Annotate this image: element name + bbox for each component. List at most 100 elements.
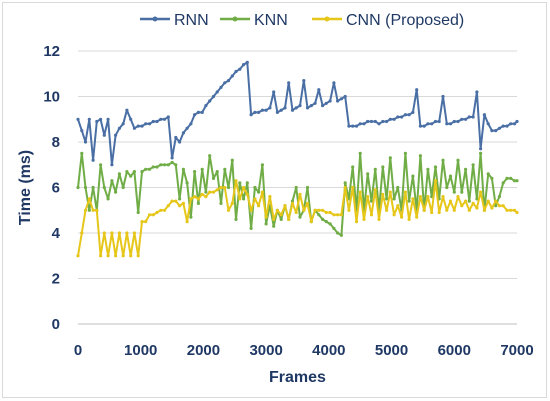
data-point-knn — [114, 190, 118, 194]
data-point-cnn-proposed — [275, 208, 279, 212]
data-point-rnn — [208, 99, 212, 103]
data-point-knn — [494, 204, 498, 208]
data-point-rnn — [204, 104, 208, 108]
data-point-cnn-proposed — [294, 210, 298, 215]
data-point-knn — [147, 167, 152, 171]
data-point-rnn — [155, 119, 159, 124]
data-point-knn — [181, 167, 185, 171]
data-point-knn — [321, 217, 325, 221]
data-point-cnn-proposed — [106, 254, 110, 258]
data-point-rnn — [174, 135, 178, 140]
data-point-knn — [110, 179, 114, 183]
data-point-knn — [132, 170, 136, 174]
data-point-cnn-proposed — [83, 208, 88, 212]
legend-item-cnn-proposed: CNN (Proposed) — [312, 12, 464, 29]
data-point-cnn-proposed — [253, 197, 257, 201]
data-point-rnn — [268, 106, 272, 110]
data-point-cnn-proposed — [362, 217, 366, 221]
data-point-rnn — [193, 113, 197, 117]
data-point-rnn — [166, 115, 170, 119]
data-point-knn — [166, 163, 170, 167]
data-point-rnn — [162, 117, 167, 121]
data-point-knn — [99, 163, 103, 167]
data-point-knn — [460, 190, 464, 194]
x-tick-1000: 1000 — [124, 342, 157, 359]
data-point-rnn — [475, 90, 479, 94]
data-point-cnn-proposed — [166, 204, 170, 208]
data-point-cnn-proposed — [159, 208, 163, 212]
data-point-knn — [174, 163, 178, 167]
data-point-knn — [290, 199, 295, 203]
data-point-rnn — [351, 124, 355, 128]
data-point-rnn — [114, 133, 118, 137]
data-point-rnn — [283, 106, 287, 110]
data-point-rnn — [117, 126, 121, 130]
data-point-cnn-proposed — [385, 208, 389, 212]
data-point-cnn-proposed — [114, 254, 118, 258]
data-point-rnn — [170, 156, 174, 160]
data-point-knn — [125, 170, 129, 174]
data-point-rnn — [388, 117, 392, 121]
data-point-cnn-proposed — [162, 208, 167, 212]
data-point-rnn — [257, 110, 261, 114]
data-point-cnn-proposed — [403, 190, 407, 194]
data-point-rnn — [147, 122, 152, 126]
data-point-knn — [328, 222, 332, 226]
data-point-knn — [129, 174, 133, 178]
data-point-cnn-proposed — [125, 231, 129, 235]
data-point-cnn-proposed — [433, 179, 438, 183]
x-tick-0: 0 — [74, 342, 82, 359]
data-point-knn — [351, 165, 355, 169]
data-point-rnn — [321, 104, 325, 108]
y-tick-12: 12 — [43, 43, 60, 60]
data-point-rnn — [226, 79, 231, 83]
data-point-cnn-proposed — [512, 208, 517, 212]
data-point-cnn-proposed — [147, 213, 152, 217]
data-point-cnn-proposed — [234, 179, 238, 183]
data-point-knn — [257, 190, 261, 194]
data-point-cnn-proposed — [351, 185, 355, 190]
data-point-rnn — [377, 122, 381, 126]
data-point-knn — [253, 185, 257, 190]
data-point-rnn — [505, 124, 509, 128]
legend-item-rnn: RNN — [140, 12, 209, 29]
data-point-rnn — [80, 129, 84, 133]
data-point-rnn — [317, 88, 321, 92]
data-point-rnn — [369, 119, 374, 124]
x-tick-6000: 6000 — [438, 342, 471, 359]
data-point-knn — [83, 185, 88, 190]
data-point-cnn-proposed — [95, 208, 99, 212]
data-point-rnn — [471, 115, 475, 119]
data-point-rnn — [245, 60, 249, 64]
data-point-rnn — [272, 90, 276, 94]
data-point-cnn-proposed — [268, 195, 272, 199]
data-point-cnn-proposed — [332, 213, 336, 217]
series-line-knn — [77, 152, 517, 237]
data-point-rnn — [110, 163, 114, 167]
data-point-rnn — [336, 99, 340, 103]
data-point-rnn — [302, 79, 306, 83]
data-point-cnn-proposed — [178, 204, 182, 208]
y-axis-title: Time (ms) — [17, 150, 34, 225]
data-point-cnn-proposed — [456, 195, 460, 199]
data-point-cnn-proposed — [430, 210, 434, 215]
data-point-rnn — [279, 108, 283, 112]
x-tick-7000: 7000 — [500, 342, 533, 359]
data-point-cnn-proposed — [441, 195, 445, 199]
data-point-knn — [91, 185, 95, 190]
data-point-rnn — [362, 122, 366, 126]
data-point-knn — [343, 181, 347, 185]
data-point-knn — [264, 222, 268, 226]
legend-marker-cnn-proposed — [324, 16, 330, 22]
data-point-cnn-proposed — [283, 204, 287, 208]
data-point-cnn-proposed — [347, 208, 351, 212]
data-point-cnn-proposed — [426, 195, 430, 199]
data-point-knn — [80, 151, 84, 155]
legend-marker-knn — [232, 16, 238, 22]
data-point-rnn — [298, 104, 302, 108]
data-point-rnn — [490, 129, 494, 133]
data-point-knn — [407, 199, 411, 203]
data-point-rnn — [83, 140, 88, 144]
data-point-rnn — [460, 117, 464, 121]
